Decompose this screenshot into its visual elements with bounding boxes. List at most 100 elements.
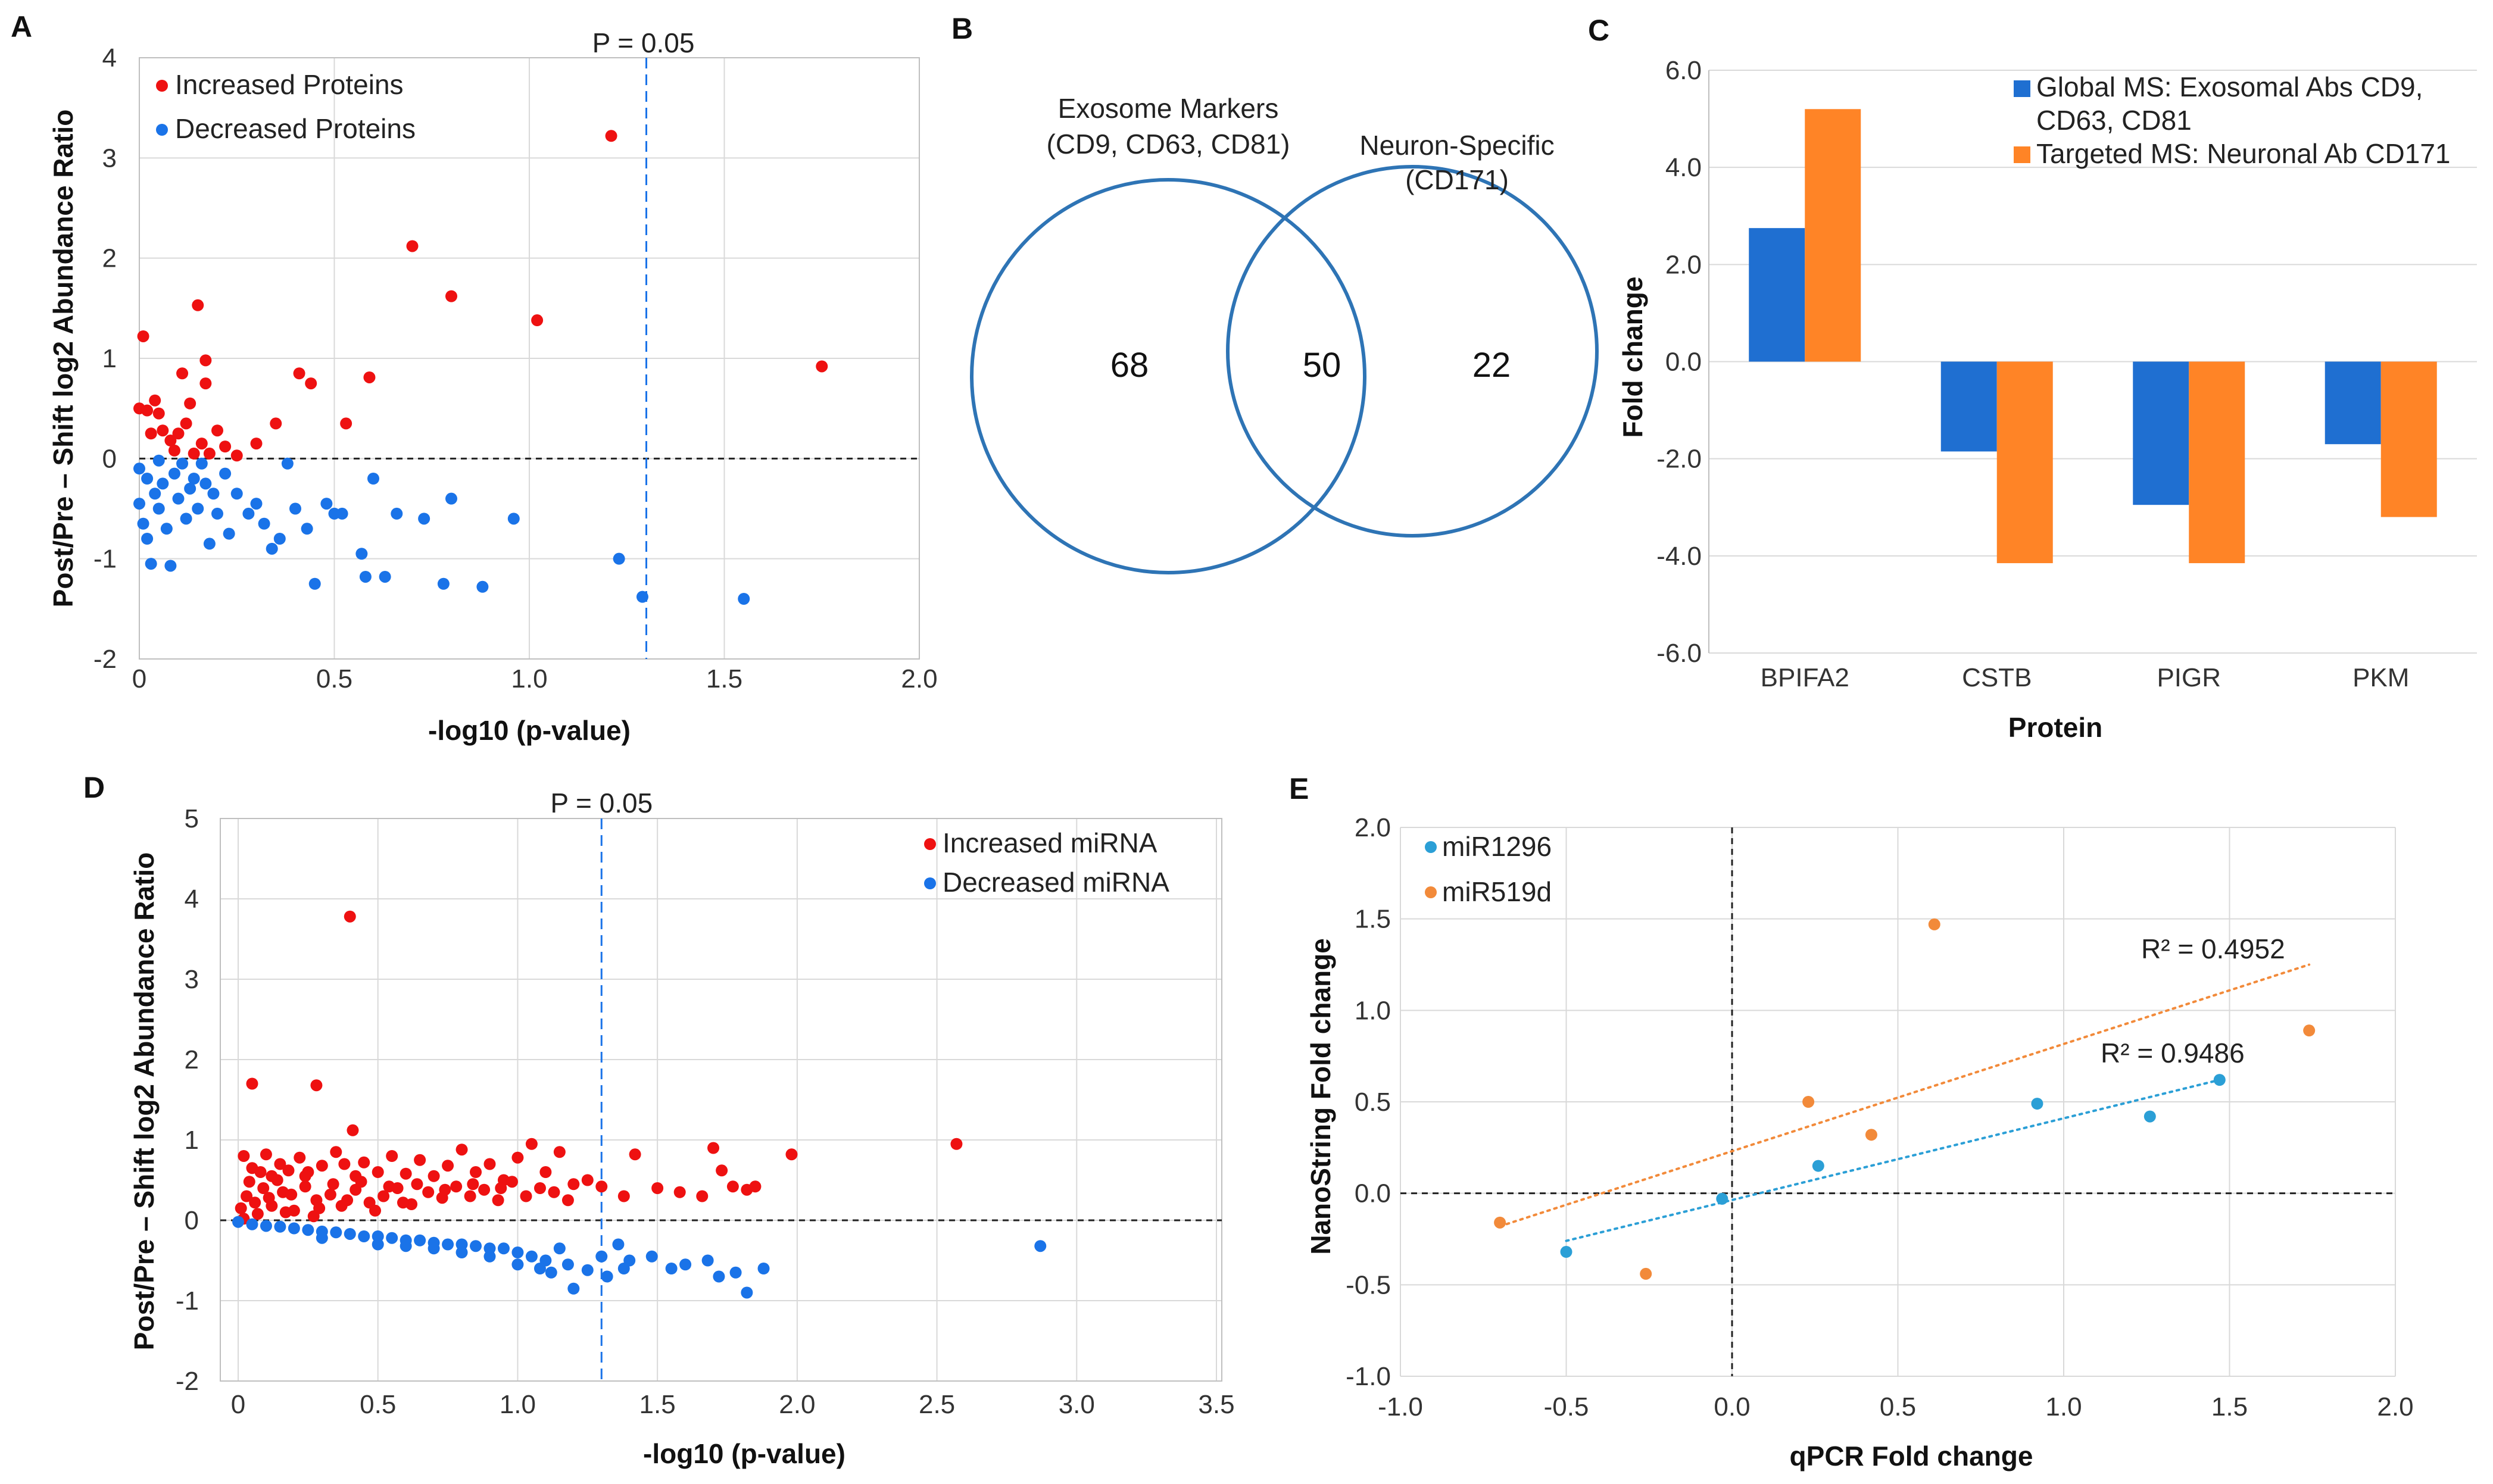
y-tick-label: 2.0 [1665, 250, 1702, 279]
data-point-decreased [160, 523, 173, 535]
y-tick-label: 2 [185, 1045, 199, 1074]
data-point-decreased [497, 1242, 510, 1255]
category-label: CSTB [1962, 663, 2032, 692]
data-point-decreased [636, 591, 648, 603]
data-point-decreased [713, 1270, 725, 1283]
y-axis-title-a: Post/Pre – Shift log2 Abundance Ratio [48, 110, 79, 608]
x-tick-label: 2.5 [919, 1390, 955, 1419]
r2-label-mir1296: R² = 0.9486 [2101, 1038, 2245, 1069]
data-point-increased [145, 427, 157, 440]
data-point-increased [369, 1204, 382, 1217]
venn-circle-neuron [1226, 165, 1599, 538]
ticks-a: 0 0.5 1.0 1.5 2.0 -2 -1 0 1 2 3 4 [93, 43, 938, 693]
ticks-d: 0 0.5 1.0 1.5 2.0 2.5 3.0 3.5 -2 -1 0 1 2 3 4 5 [176, 804, 1235, 1419]
grid-d [220, 818, 1222, 1382]
data-point-decreased [601, 1270, 613, 1283]
data-point-increased [651, 1182, 664, 1194]
data-point-increased [164, 435, 177, 447]
x-tick-label: 0.5 [1880, 1392, 1916, 1421]
data-point-increased [238, 1150, 250, 1162]
data-point-decreased [581, 1264, 594, 1276]
y-tick-label: 1.5 [1355, 905, 1391, 934]
data-point-increased [506, 1176, 519, 1188]
panel-c: C -6.0 -4.0 -2.0 0.0 2.0 4.0 6.0 BPIFA2 CSTB PIGR… [1588, 14, 2477, 743]
category-label: PIGR [2157, 663, 2221, 692]
data-point-increased [271, 1174, 283, 1186]
data-point-decreased [336, 507, 348, 520]
panel-label-d: D [83, 771, 105, 804]
marks-c [1749, 109, 2437, 564]
data-point-increased [470, 1166, 482, 1178]
data-point-mir1296 [2143, 1110, 2156, 1123]
y-tick-label: 5 [185, 804, 199, 833]
data-point-increased [464, 1190, 476, 1202]
data-point-mir519d [1802, 1096, 1815, 1108]
data-point-decreased [273, 533, 286, 545]
data-point-increased [450, 1180, 463, 1193]
data-point-decreased [612, 1238, 625, 1251]
data-point-increased [531, 314, 544, 327]
data-point-decreased [476, 580, 489, 593]
bar-global-ms [2324, 361, 2381, 445]
data-point-mir1296 [1812, 1160, 1824, 1172]
data-point-decreased [301, 523, 313, 535]
data-point-decreased [137, 517, 149, 530]
data-point-increased [478, 1183, 491, 1196]
y-tick-label: 0.0 [1665, 348, 1702, 377]
data-point-increased [673, 1186, 686, 1198]
x-tick-label: 1.0 [500, 1390, 536, 1419]
data-point-decreased [145, 558, 157, 570]
x-tick-label: 2.0 [779, 1390, 815, 1419]
data-point-decreased [199, 477, 212, 490]
y-tick-label: -2 [93, 645, 117, 674]
legend-marker-increased-proteins [156, 80, 168, 92]
data-point-increased [707, 1142, 720, 1154]
marks-a [133, 58, 919, 659]
y-axis-title-e: NanoString Fold change [1305, 938, 1336, 1255]
data-point-decreased [738, 593, 750, 605]
marks-e [1400, 827, 2395, 1376]
data-point-decreased [1034, 1240, 1047, 1252]
y-tick-label: -0.5 [1346, 1270, 1391, 1299]
data-point-mir1296 [1560, 1246, 1572, 1258]
venn-circle-exosome [970, 178, 1366, 574]
pvalue-label-a: P = 0.05 [592, 27, 695, 58]
data-point-increased [400, 1167, 412, 1180]
data-point-increased [270, 417, 282, 430]
venn-count-neuron-only: 22 [1472, 346, 1511, 385]
legend-decreased-proteins: Decreased Proteins [175, 113, 416, 144]
marks-d [220, 818, 1222, 1381]
data-point-decreased [533, 1263, 546, 1274]
data-point-increased [483, 1158, 496, 1170]
data-point-decreased [288, 1222, 300, 1235]
y-tick-label: 1 [185, 1126, 199, 1155]
data-point-increased [595, 1180, 608, 1193]
data-point-increased [203, 447, 216, 460]
data-point-increased [316, 1160, 328, 1172]
data-point-mir519d [1928, 918, 1940, 930]
data-point-increased [338, 1158, 351, 1170]
data-point-decreased [192, 502, 204, 515]
venn-left-subtitle: (CD9, CD63, CD81) [1047, 129, 1290, 160]
data-point-increased [324, 1188, 336, 1201]
x-axis-title-c: Protein [2008, 712, 2102, 743]
data-point-increased [235, 1202, 247, 1214]
data-point-mir1296 [2213, 1074, 2226, 1086]
y-tick-label: 4.0 [1665, 153, 1702, 182]
data-point-decreased [386, 1232, 398, 1244]
x-tick-label: 1.5 [639, 1390, 676, 1419]
x-tick-label: 0 [231, 1390, 245, 1419]
data-point-increased [492, 1194, 504, 1207]
data-point-decreased [133, 498, 145, 510]
data-point-increased [299, 1170, 311, 1182]
data-point-decreased [164, 560, 177, 572]
data-point-decreased [141, 533, 154, 545]
data-point-decreased [665, 1263, 678, 1274]
data-point-decreased [679, 1258, 692, 1271]
data-point-increased [411, 1178, 423, 1191]
data-point-decreased [157, 477, 169, 490]
data-point-increased [445, 290, 457, 302]
data-point-decreased [741, 1286, 753, 1299]
data-point-decreased [219, 467, 232, 480]
bar-targeted-ms [1996, 361, 2053, 564]
